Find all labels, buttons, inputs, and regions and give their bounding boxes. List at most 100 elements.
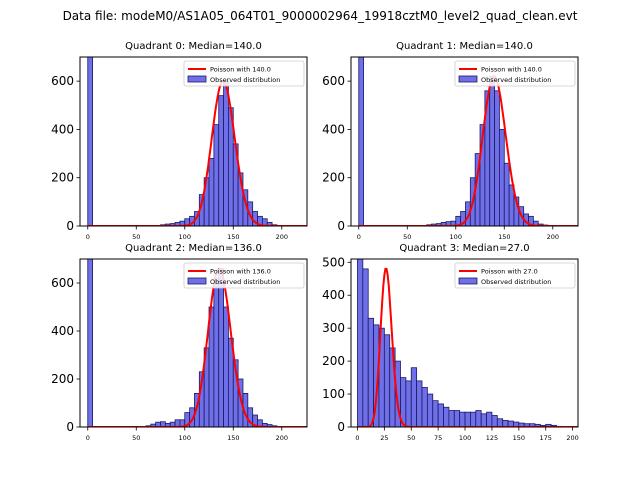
y-tick-label: 0 [337, 219, 345, 233]
y-tick-label: 200 [51, 171, 74, 185]
y-tick-label: 500 [322, 255, 345, 269]
histogram-bar [532, 220, 539, 226]
x-tick-label: 0 [357, 233, 361, 241]
histogram-bar [213, 277, 220, 427]
histogram-bar [437, 403, 444, 427]
x-tick-label: 175 [540, 434, 552, 442]
histogram-bar [223, 80, 229, 226]
x-tick-label: 200 [276, 233, 288, 241]
histogram-bar [405, 380, 412, 427]
legend-bar-swatch [458, 277, 478, 285]
x-tick-label: 100 [459, 434, 471, 442]
legend-observed-label: Observed distribution [481, 76, 551, 84]
histogram-bar [443, 406, 450, 427]
histogram-bar [494, 90, 500, 226]
x-tick-label: 0 [355, 434, 359, 442]
y-tick-label: 600 [51, 74, 74, 88]
x-tick-label: 200 [566, 434, 578, 442]
histogram-bar [87, 57, 94, 226]
legend-observed-label: Observed distribution [210, 76, 280, 84]
y-tick-label: 200 [322, 171, 345, 185]
legend: Poisson with 136.0 Observed distribution [183, 262, 305, 289]
histogram-bar [362, 268, 369, 427]
x-tick-label: 25 [380, 434, 388, 442]
chart-title: Quadrant 1: Median=140.0 [396, 41, 533, 52]
poisson-curve [87, 267, 307, 427]
legend-box [183, 60, 305, 87]
legend-box [183, 262, 305, 289]
histogram-bar [358, 57, 365, 226]
legend: Poisson with 140.0 Observed distribution [183, 60, 305, 87]
chart-title: Quadrant 3: Median=27.0 [399, 243, 529, 254]
x-tick-label: 100 [450, 233, 462, 241]
x-tick-label: 100 [179, 233, 191, 241]
histogram-bar [486, 411, 493, 427]
histogram-bar [475, 410, 482, 427]
poisson-curve [87, 80, 307, 226]
legend-bar-swatch [187, 277, 207, 285]
x-tick-label: 150 [227, 434, 239, 442]
x-tick-label: 50 [407, 434, 415, 442]
histogram-bar [218, 95, 224, 226]
histogram-bar [470, 411, 477, 427]
figure-suptitle: Data file: modeM0/AS1A05_064T01_90000029… [63, 9, 578, 23]
histogram-bar [503, 162, 510, 226]
x-tick-label: 50 [403, 233, 411, 241]
legend-bar-swatch [187, 75, 207, 83]
chart-title: Quadrant 2: Median=136.0 [125, 243, 262, 254]
legend-poisson-label: Poisson with 140.0 [481, 66, 542, 74]
x-tick-label: 150 [498, 233, 510, 241]
x-tick-label: 0 [86, 233, 90, 241]
histogram-bar [491, 415, 498, 427]
histogram-bar [87, 259, 94, 427]
y-tick-label: 200 [322, 354, 345, 368]
histogram-bar [426, 393, 434, 427]
histogram-bar [499, 129, 505, 226]
x-tick-label: 75 [434, 434, 442, 442]
y-tick-label: 400 [51, 122, 74, 136]
plot-frame [350, 258, 579, 428]
histogram-bar [464, 411, 471, 427]
y-tick-label: 0 [66, 420, 74, 434]
histogram-bar [496, 418, 504, 427]
plot-frame [79, 56, 308, 227]
legend-bar-swatch [458, 75, 478, 83]
legend-observed-label: Observed distribution [210, 278, 280, 286]
panel-quadrant-1: Quadrant 1: Median=140.0 0 50 100 150 200 0 200… [322, 41, 579, 241]
x-tick-label: 200 [276, 434, 288, 442]
legend: Poisson with 27.0 Observed distribution [454, 262, 576, 289]
y-tick-label: 600 [322, 74, 345, 88]
legend-box [454, 60, 576, 87]
histogram-bars [357, 259, 563, 427]
plot-frame [350, 56, 579, 227]
y-tick-label: 400 [51, 324, 74, 338]
histogram-bar [480, 413, 487, 427]
x-tick-label: 150 [513, 434, 525, 442]
legend: Poisson with 140.0 Observed distribution [454, 60, 576, 87]
x-tick-label: 50 [132, 233, 140, 241]
x-tick-label: 125 [486, 434, 498, 442]
chart-title: Quadrant 0: Median=140.0 [125, 41, 262, 52]
histogram-bar [489, 75, 495, 226]
legend-box [454, 262, 576, 289]
x-tick-label: 200 [547, 233, 559, 241]
y-tick-label: 0 [66, 219, 74, 233]
histogram-bar [367, 317, 374, 427]
y-tick-label: 400 [322, 288, 345, 302]
histogram-bar [383, 334, 391, 427]
x-tick-label: 0 [86, 434, 90, 442]
x-tick-label: 150 [227, 233, 239, 241]
x-tick-label: 100 [179, 434, 191, 442]
y-tick-label: 0 [337, 420, 345, 434]
histogram-bar [410, 367, 418, 427]
histogram-bar [416, 380, 423, 427]
legend-poisson-label: Poisson with 136.0 [210, 268, 271, 276]
panel-quadrant-3: Quadrant 3: Median=27.0 0 25 50 75 100 125 150 1… [322, 243, 579, 442]
histogram-bar [223, 306, 229, 427]
histogram-bar [432, 400, 439, 427]
y-tick-label: 200 [51, 372, 74, 386]
histogram-bar [208, 157, 215, 226]
y-tick-label: 600 [51, 276, 74, 290]
poisson-curve [357, 267, 578, 427]
